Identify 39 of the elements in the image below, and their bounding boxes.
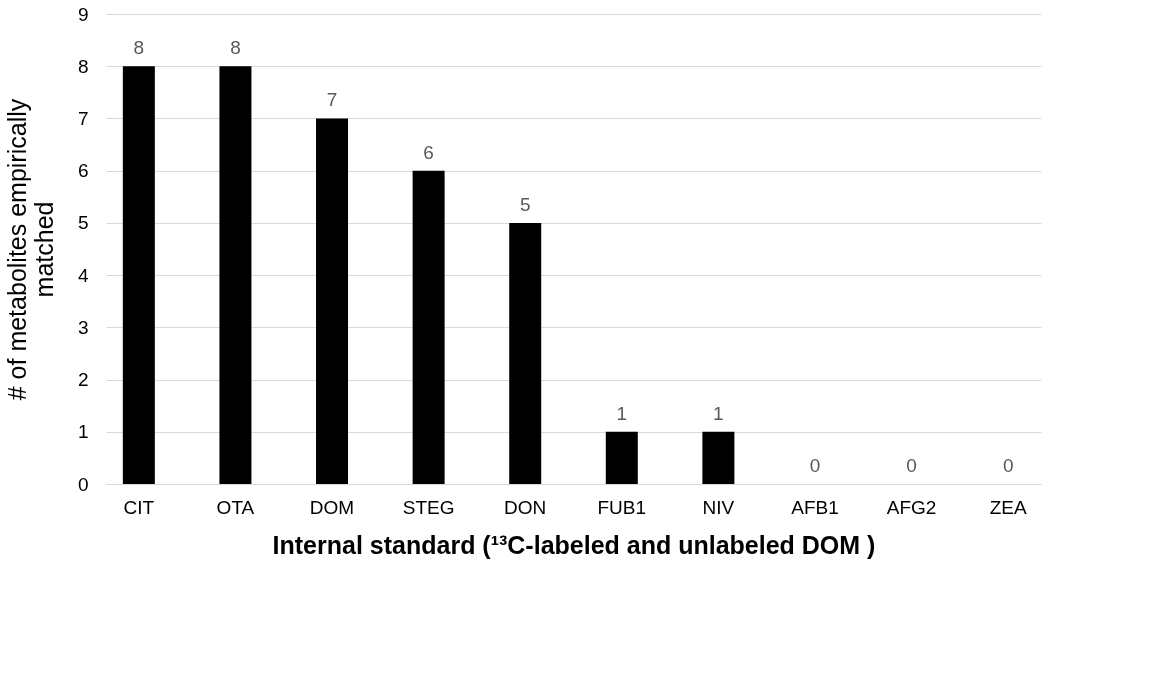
y-tick-label: 4 (77, 264, 89, 286)
x-tick-label: FUB1 (597, 496, 647, 518)
x-tick-label: AFB1 (791, 496, 839, 518)
y-tick-label: 2 (77, 369, 89, 391)
y-tick-label: 3 (77, 316, 89, 338)
y-axis-title: # of metabolites empirically matched (2, 98, 58, 401)
x-tick-label: AFG2 (886, 496, 937, 518)
data-label: 1 (713, 402, 724, 424)
bar (702, 431, 735, 484)
bar (412, 170, 445, 484)
bar (509, 222, 542, 484)
data-label: 8 (230, 37, 241, 59)
bar (316, 118, 349, 484)
data-label: 5 (519, 193, 531, 215)
data-label: 6 (423, 141, 434, 163)
data-label: 8 (133, 37, 145, 59)
data-label: 0 (809, 455, 821, 476)
data-label: 7 (326, 89, 338, 111)
x-tick-label: NIV (702, 496, 735, 518)
x-tick-label: DOM (309, 496, 355, 518)
data-label: 0 (906, 455, 917, 476)
data-label: 1 (616, 402, 628, 424)
x-tick-label: OTA (216, 496, 255, 518)
y-tick-label: 8 (77, 55, 89, 77)
y-tick-label: 1 (77, 421, 89, 443)
y-tick-label: 0 (77, 473, 89, 495)
x-tick-label: ZEA (989, 496, 1027, 518)
x-axis-title: Internal standard (¹³C-labeled and unlabeled DOM ) (272, 530, 876, 559)
data-label: 0 (1002, 455, 1014, 476)
x-tick-label: CIT (123, 496, 155, 518)
y-tick-label: 5 (77, 212, 89, 234)
y-tick-label: 9 (77, 3, 89, 25)
bar (219, 66, 252, 484)
x-tick-label: DON (504, 496, 547, 518)
bar (122, 66, 155, 484)
y-tick-label: 6 (77, 160, 89, 182)
y-tick-label: 7 (77, 107, 89, 129)
bar (605, 431, 638, 484)
x-tick-label: STEG (402, 496, 455, 518)
